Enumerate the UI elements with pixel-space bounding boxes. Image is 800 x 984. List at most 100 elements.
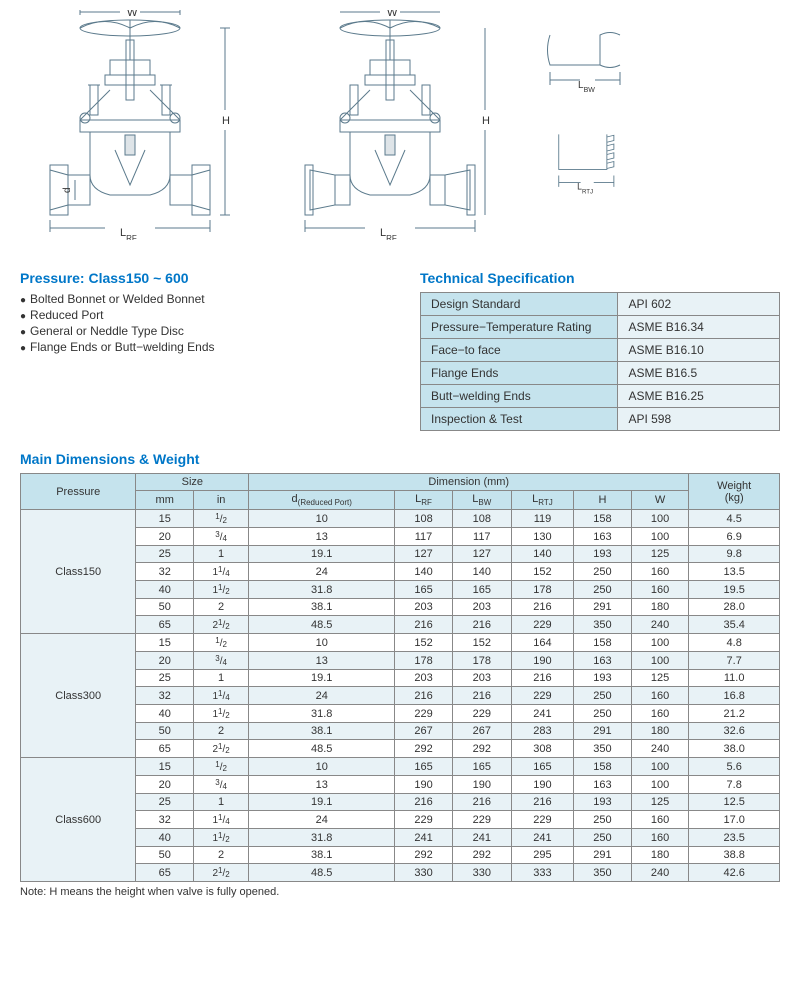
spec-key: Design Standard [421,293,618,316]
rtj-end-svg: LRTJ [540,130,630,200]
dim-w-label: W [127,10,138,19]
cell-lbw: 178 [452,652,511,670]
pressure-info: Pressure: Class150 ~ 600 Bolted Bonnet o… [20,270,380,431]
cell-lbw: 152 [452,634,511,652]
cell-d: 48.5 [249,864,395,882]
pressure-cell: Class300 [21,634,136,758]
cell-d: 13 [249,528,395,546]
cell-mm: 50 [136,723,194,740]
dimensions-table: Pressure Size Dimension (mm) Weight(kg) … [20,473,780,882]
cell-h: 163 [574,528,632,546]
cell-mm: 32 [136,563,194,581]
cell-lrtj: 190 [511,776,573,794]
cell-lbw: 229 [452,811,511,829]
dim-h-label: H [222,115,230,127]
spec-val: ASME B16.10 [618,339,780,362]
cell-w: 100 [631,510,689,528]
cell-lrtj: 190 [511,652,573,670]
cell-mm: 65 [136,740,194,758]
cell-w: 240 [631,864,689,882]
th-dimension: Dimension (mm) [249,474,689,491]
cell-lbw: 216 [452,794,511,811]
cell-lrtj: 165 [511,758,573,776]
cell-lrtj: 140 [511,546,573,563]
cell-h: 250 [574,811,632,829]
cell-w: 125 [631,546,689,563]
cell-lrtj: 152 [511,563,573,581]
spec-val: ASME B16.25 [618,385,780,408]
cell-wt: 9.8 [689,546,780,563]
cell-lrf: 203 [395,670,453,687]
cell-w: 180 [631,847,689,864]
cell-h: 350 [574,740,632,758]
cell-lrtj: 178 [511,581,573,599]
cell-lbw: 267 [452,723,511,740]
cell-mm: 15 [136,758,194,776]
cell-h: 250 [574,687,632,705]
cell-mm: 32 [136,811,194,829]
cell-in: 1 [193,794,248,811]
cell-d: 19.1 [249,670,395,687]
cell-w: 160 [631,581,689,599]
tech-spec: Technical Specification Design StandardA… [420,270,780,431]
cell-in: 21/2 [193,616,248,634]
spec-key: Inspection & Test [421,408,618,431]
diagrams-row: W H LRF d [20,10,780,250]
cell-lbw: 216 [452,616,511,634]
cell-h: 250 [574,563,632,581]
cell-lrf: 165 [395,581,453,599]
cell-wt: 35.4 [689,616,780,634]
cell-in: 2 [193,723,248,740]
cell-lrtj: 229 [511,616,573,634]
cell-wt: 7.7 [689,652,780,670]
cell-mm: 40 [136,829,194,847]
cell-w: 160 [631,687,689,705]
bw-end-svg: LBW [540,30,630,100]
cell-mm: 50 [136,847,194,864]
cell-wt: 7.8 [689,776,780,794]
cell-h: 291 [574,723,632,740]
cell-in: 2 [193,847,248,864]
cell-lrf: 229 [395,705,453,723]
cell-mm: 20 [136,776,194,794]
cell-lrtj: 241 [511,829,573,847]
cell-wt: 17.0 [689,811,780,829]
feature-list: Bolted Bonnet or Welded Bonnet Reduced P… [20,292,380,354]
cell-lrtj: 308 [511,740,573,758]
cell-w: 100 [631,652,689,670]
cell-w: 125 [631,794,689,811]
cell-h: 193 [574,670,632,687]
spec-key: Butt−welding Ends [421,385,618,408]
cell-lrf: 203 [395,599,453,616]
cell-w: 160 [631,563,689,581]
pressure-cell: Class600 [21,758,136,882]
cell-h: 291 [574,847,632,864]
cell-h: 250 [574,581,632,599]
cell-lrtj: 216 [511,670,573,687]
cell-wt: 6.9 [689,528,780,546]
valve-diagram-1: W H LRF d [20,10,240,240]
cell-h: 163 [574,776,632,794]
th-weight: Weight(kg) [689,474,780,510]
cell-in: 3/4 [193,528,248,546]
cell-w: 100 [631,776,689,794]
cell-d: 10 [249,510,395,528]
th-size: Size [136,474,249,491]
cell-d: 13 [249,652,395,670]
cell-lbw: 229 [452,705,511,723]
cell-lrtj: 119 [511,510,573,528]
valve-svg-2: W H LRF [280,10,500,240]
info-columns: Pressure: Class150 ~ 600 Bolted Bonnet o… [20,270,780,431]
cell-lrf: 229 [395,811,453,829]
cell-d: 24 [249,563,395,581]
cell-d: 38.1 [249,847,395,864]
cell-wt: 21.2 [689,705,780,723]
cell-lrf: 267 [395,723,453,740]
th-d: d(Reduced Port) [249,491,395,510]
pressure-cell: Class150 [21,510,136,634]
cell-mm: 15 [136,510,194,528]
cell-w: 160 [631,705,689,723]
cell-w: 160 [631,829,689,847]
th-h: H [574,491,632,510]
cell-lrf: 216 [395,794,453,811]
